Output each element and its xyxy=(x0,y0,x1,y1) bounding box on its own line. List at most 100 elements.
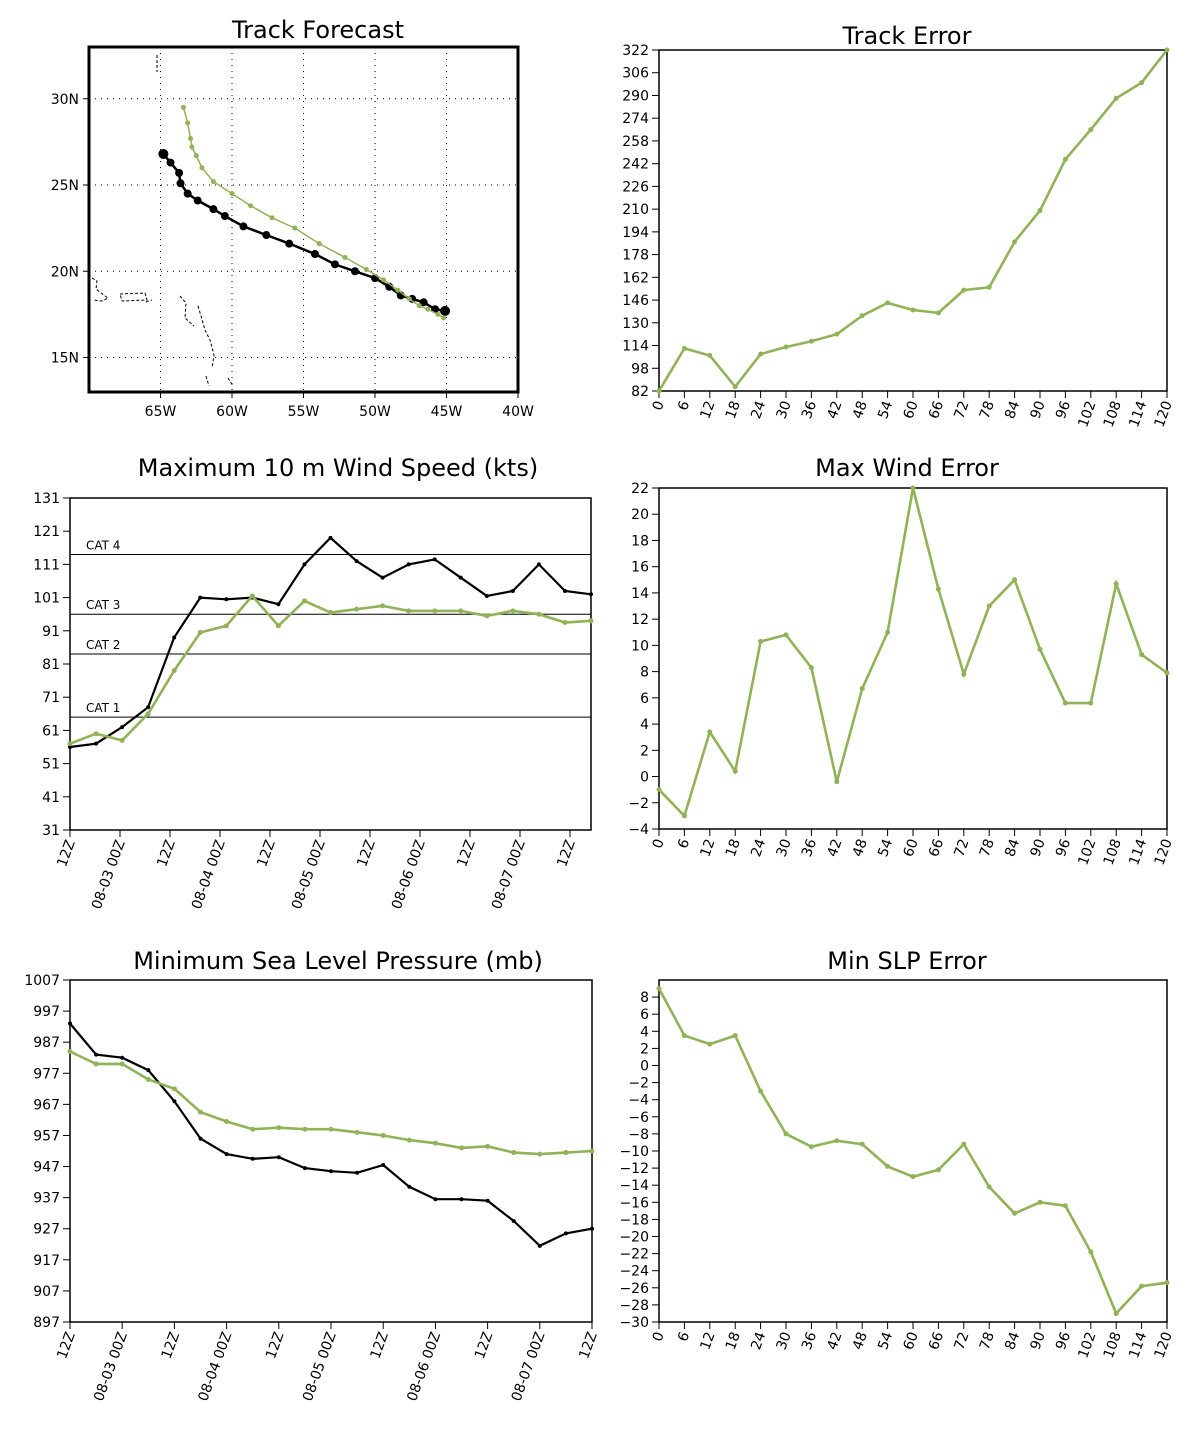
wind-error-y-tick-label: −4 xyxy=(628,822,649,838)
wind-error-model-point xyxy=(1113,581,1119,587)
min-slp-x-tick-label: 08-05 00Z xyxy=(300,1330,340,1404)
observed-track-point xyxy=(220,212,229,221)
wind-error-x-tick-label: 12 xyxy=(697,837,718,859)
min-slp-x-tick-label: 08-04 00Z xyxy=(196,1330,236,1404)
min-slp-x-tick-label: 12Z xyxy=(472,1330,496,1361)
min-slp-model-point xyxy=(485,1143,491,1149)
wind-error-model-point xyxy=(1088,700,1094,706)
max-wind-observed-point xyxy=(562,588,567,593)
track-error-x-tick-label: 30 xyxy=(774,399,795,421)
max-wind-model-point xyxy=(562,620,568,625)
slp-error-model-point xyxy=(986,1184,992,1190)
min-slp-observed-line xyxy=(69,1022,593,1248)
wind-error-x-tick-label: 6 xyxy=(675,837,693,851)
max-wind-observed-point xyxy=(302,562,307,567)
max-wind-y-tick-label: 61 xyxy=(42,723,60,739)
slp-error-model-point xyxy=(1164,1280,1170,1286)
track-error-model-point xyxy=(859,313,865,319)
max-wind-observed-point xyxy=(354,559,359,564)
model-track-point xyxy=(269,215,275,221)
wind-error-x-tick-label: 30 xyxy=(774,837,795,859)
max-wind-series xyxy=(67,535,594,749)
observed-track-point xyxy=(158,148,169,159)
max-wind-y-tick-label: 101 xyxy=(33,591,60,607)
observed-track-point xyxy=(350,267,359,276)
slp-error-model-point xyxy=(808,1144,814,1150)
max-wind-x-tick-label: 12Z xyxy=(554,838,578,869)
max-wind-y-tick-label: 51 xyxy=(42,757,60,773)
wind-error-y-tick-label: 16 xyxy=(631,560,649,576)
max-wind-model-point xyxy=(432,608,438,614)
model-track-point xyxy=(316,241,322,247)
slp-error-x-tick-label: 42 xyxy=(824,1330,845,1352)
min-slp-observed-point xyxy=(146,1068,151,1073)
slp-error-x-tick-label: 96 xyxy=(1053,1330,1074,1352)
track-error-y-tick-label: 194 xyxy=(622,225,649,241)
min-slp-observed-point xyxy=(250,1156,255,1161)
max-wind-observed-point xyxy=(120,725,125,730)
max-wind-model-point xyxy=(536,611,542,617)
min-slp-y-tick-label: 907 xyxy=(33,1284,60,1300)
track-error-model-point xyxy=(1062,156,1068,162)
slp-error-y-tick-label: −8 xyxy=(628,1127,649,1143)
wind-error-x-axis: 0 6 12 18 24 30 36 42 48 54 60 66 72 78 84 90 96 102 108 11… xyxy=(650,829,1176,867)
min-slp-observed-point xyxy=(537,1243,542,1248)
max-wind-error-title: Max Wind Error xyxy=(815,454,999,482)
wind-error-model-point xyxy=(1037,646,1043,652)
min-slp-model-point xyxy=(276,1125,282,1131)
track-error-x-tick-label: 42 xyxy=(824,399,845,421)
model-track-point xyxy=(248,203,254,209)
slp-error-y-tick-label: 4 xyxy=(640,1024,649,1040)
track-error-x-tick-label: 78 xyxy=(977,399,998,421)
track-error-model-point xyxy=(935,310,941,316)
min-slp-observed-point xyxy=(433,1197,438,1202)
wind-error-model-point xyxy=(961,671,967,677)
wind-error-x-tick-label: 114 xyxy=(1126,837,1150,868)
wind-error-model-point xyxy=(1139,652,1145,658)
min-slp-observed-point xyxy=(355,1170,360,1175)
slp-error-y-tick-label: −12 xyxy=(619,1161,649,1177)
slp-error-model-point xyxy=(1139,1283,1145,1289)
latitude-tick-label: 15N xyxy=(51,351,79,367)
slp-error-model-point xyxy=(834,1138,840,1144)
wind-error-y-tick-label: 18 xyxy=(631,533,649,549)
min-slp-x-tick-label: 12Z xyxy=(368,1330,392,1361)
min-slp-x-tick-label: 12Z xyxy=(54,1330,78,1361)
track-error-x-tick-label: 66 xyxy=(926,399,947,421)
track-error-x-tick-label: 120 xyxy=(1152,399,1176,430)
max-wind-observed-point xyxy=(146,705,151,710)
max-wind-observed-point xyxy=(172,635,177,640)
max-wind-model-point xyxy=(119,737,125,743)
track-forecast-title: Track Forecast xyxy=(231,16,404,44)
track-error-x-tick-label: 90 xyxy=(1028,399,1049,421)
slp-error-x-tick-label: 60 xyxy=(901,1330,922,1352)
max-wind-x-tick-label: 08-07 00Z xyxy=(489,838,529,912)
slp-error-y-tick-label: −30 xyxy=(619,1315,649,1331)
wind-error-y-tick-label: 12 xyxy=(631,612,649,628)
slp-error-x-tick-label: 108 xyxy=(1101,1330,1125,1361)
longitude-tick-label: 65W xyxy=(145,404,177,420)
min-slp-model-point xyxy=(67,1049,73,1055)
track-error-model-point xyxy=(707,352,713,358)
min-slp-y-tick-label: 937 xyxy=(33,1191,60,1207)
track-error-y-tick-label: 210 xyxy=(622,202,649,218)
max-wind-observed-point xyxy=(589,592,593,597)
slp-error-y-tick-label: −6 xyxy=(628,1110,649,1126)
max-wind-y-tick-label: 81 xyxy=(42,657,60,673)
max-wind-model-point xyxy=(301,598,307,604)
slp-error-y-axis: −30−28−26−24−22−20−18−16−14−12−10−8−6−4−… xyxy=(619,990,659,1331)
track-error-x-tick-label: 0 xyxy=(650,399,668,413)
category-label: CAT 2 xyxy=(86,638,120,652)
track-map-gridlines xyxy=(83,47,519,398)
observed-track-point xyxy=(176,179,185,188)
wind-error-model-line xyxy=(658,487,1168,819)
track-error-model-point xyxy=(1139,80,1145,86)
max-wind-observed-point xyxy=(198,595,203,600)
max-wind-y-tick-label: 31 xyxy=(42,823,60,839)
wind-error-x-tick-label: 48 xyxy=(850,837,871,859)
min-slp-observed-point xyxy=(276,1155,281,1160)
model-track-point xyxy=(435,311,441,317)
wind-error-plot-frame xyxy=(658,487,1168,830)
wind-error-y-axis: −4 −2 0 2 4 6 8 10 12 14 16 18 20 22 xyxy=(628,481,659,838)
slp-error-y-tick-label: −22 xyxy=(619,1247,649,1263)
